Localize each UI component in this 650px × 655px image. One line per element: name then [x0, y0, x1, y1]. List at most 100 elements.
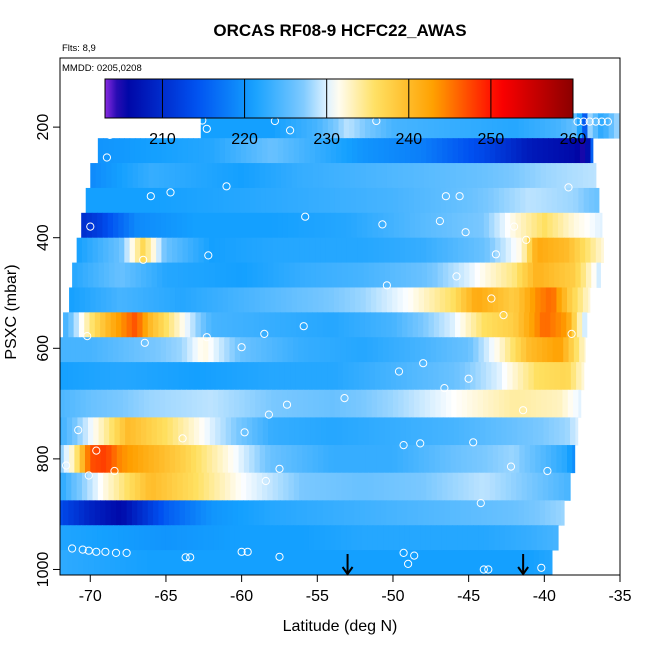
heatmap-cell [277, 212, 284, 239]
heatmap-cell [393, 337, 400, 363]
heatmap-cell [94, 362, 100, 391]
heatmap-cell [328, 163, 335, 189]
heatmap-cell [165, 187, 172, 214]
heatmap-cell [410, 138, 417, 164]
sample-marker [122, 548, 131, 558]
heatmap-cell [421, 262, 428, 288]
heatmap-cell [203, 472, 210, 501]
colorbar: 210 220 230 240 250 260 [104, 78, 586, 148]
heatmap-cell [295, 362, 302, 391]
heatmap-cell [110, 312, 117, 338]
heatmap-cell [361, 337, 368, 363]
heatmap-cell [72, 262, 79, 288]
heatmap-cell [467, 337, 474, 363]
heatmap-cell [208, 212, 215, 239]
heatmap-cell [559, 262, 566, 288]
heatmap-cell [548, 262, 555, 288]
heatmap-cell [590, 138, 594, 164]
heatmap-cell [577, 287, 584, 313]
heatmap-cell [568, 212, 575, 239]
heatmap-cell [249, 389, 256, 418]
heatmap-cell [302, 389, 309, 418]
heatmap-cell [386, 312, 393, 338]
heatmap-cell [209, 262, 216, 288]
heatmap-cell [305, 550, 312, 575]
heatmap-cell [423, 500, 430, 526]
heatmap-cell [330, 212, 337, 239]
heatmap-cell [517, 262, 523, 288]
heatmap-cell [154, 389, 161, 418]
heatmap-cell [595, 212, 601, 239]
heatmap-cell [452, 337, 458, 363]
heatmap-cell [430, 525, 437, 551]
heatmap-cell [284, 550, 291, 575]
heatmap-cell [408, 163, 415, 189]
sample-marker [579, 117, 588, 126]
heatmap-cell [402, 287, 409, 313]
heatmap-cell [438, 362, 445, 391]
heatmap-cell [293, 525, 299, 551]
heatmap-cell [536, 337, 543, 363]
heatmap-cell [176, 525, 183, 551]
heatmap-cell [280, 445, 287, 474]
heatmap-cell [189, 550, 196, 575]
heatmap-cell [511, 417, 518, 446]
heatmap-cell [416, 417, 423, 446]
heatmap-cell [149, 187, 156, 214]
heatmap-cell [42, 500, 48, 525]
heatmap-cell [576, 312, 583, 338]
heatmap-cell [430, 212, 437, 239]
heatmap-cell [446, 212, 453, 239]
heatmap-cell [591, 262, 598, 288]
heatmap-cell [211, 113, 218, 139]
heatmap-cell [550, 500, 557, 526]
heatmap-cell [311, 550, 318, 575]
heatmap-cell [523, 550, 530, 575]
heatmap-cell [293, 212, 299, 239]
heatmap-cell [75, 389, 82, 418]
heatmap-cell [231, 262, 237, 288]
heatmap-cell [106, 445, 113, 474]
chart-title: ORCAS RF08-9 HCFC22_AWAS [213, 21, 466, 40]
heatmap-cell [466, 287, 473, 313]
heatmap-cell [458, 417, 465, 446]
heatmap-cell [206, 287, 213, 313]
heatmap-cell [463, 237, 470, 263]
heatmap-cell [189, 362, 196, 391]
heatmap-cell [390, 362, 397, 391]
heatmap-cell [259, 500, 265, 526]
heatmap-cell [134, 472, 141, 501]
heatmap-cell [386, 445, 393, 474]
heatmap-cell [175, 187, 182, 214]
sample-marker [286, 126, 295, 135]
heatmap-cell [350, 187, 357, 214]
heatmap-cell [84, 287, 91, 313]
heatmap-cell [501, 362, 508, 391]
heatmap-cell [365, 163, 372, 189]
heatmap-cell [565, 362, 572, 391]
heatmap-cell [507, 550, 514, 575]
heatmap-cell [51, 417, 57, 445]
heatmap-cell [177, 472, 184, 501]
sample-marker [243, 547, 252, 556]
heatmap-cell [464, 362, 471, 391]
heatmap-cell [341, 138, 348, 164]
heatmap-cell [271, 187, 278, 214]
heatmap-cell [60, 500, 64, 526]
sample-marker [441, 192, 450, 201]
heatmap-cell [344, 287, 351, 313]
heatmap-cell [128, 525, 135, 551]
heatmap-cell [436, 212, 443, 239]
heatmap-cell [97, 472, 104, 501]
heatmap-cell [415, 472, 422, 501]
heatmap-cell [103, 237, 110, 263]
heatmap-cell [408, 187, 415, 214]
heatmap-cell [137, 287, 144, 313]
heatmap-band [51, 417, 579, 446]
heatmap-cell [299, 237, 306, 263]
heatmap-cell [121, 500, 128, 526]
heatmap-cell [533, 362, 540, 391]
heatmap-cell [291, 287, 298, 313]
heatmap-cell [475, 550, 482, 575]
heatmap-cell [84, 445, 91, 474]
